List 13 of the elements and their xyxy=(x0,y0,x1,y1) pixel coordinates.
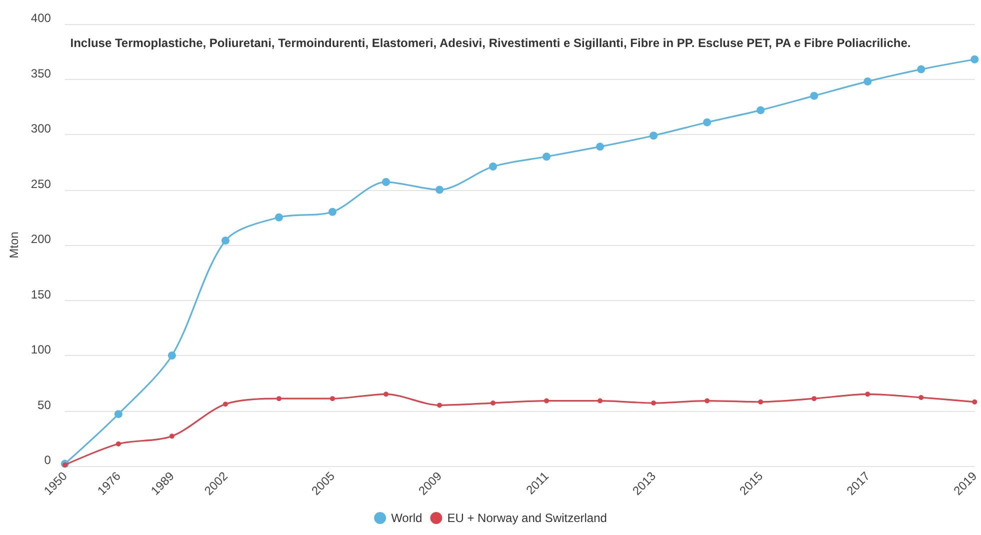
y-tick-label: 0 xyxy=(44,453,52,467)
y-axis-title: Mton xyxy=(7,232,21,258)
y-tick-label: 100 xyxy=(30,342,52,356)
legend-label: EU + Norway and Switzerland xyxy=(447,511,607,525)
y-tick-label: 150 xyxy=(30,287,52,302)
y-tick-label: 350 xyxy=(30,66,52,80)
y-tick-label: 250 xyxy=(30,176,52,191)
y-tick-label: 50 xyxy=(38,398,52,412)
y-tick-label: 400 xyxy=(30,11,52,25)
y-tick-label: 300 xyxy=(30,122,52,136)
legend-label: World xyxy=(391,511,422,525)
y-tick-label: 200 xyxy=(30,232,52,246)
annotation: Incluse Termoplastiche, Poliuretani, Termoindurenti, Elastomeri, Adesivi, Rivestimenti e Sigillanti, Fibre in PP. Escluse PET, PA e Fibre Poliacriliche. xyxy=(70,36,911,50)
